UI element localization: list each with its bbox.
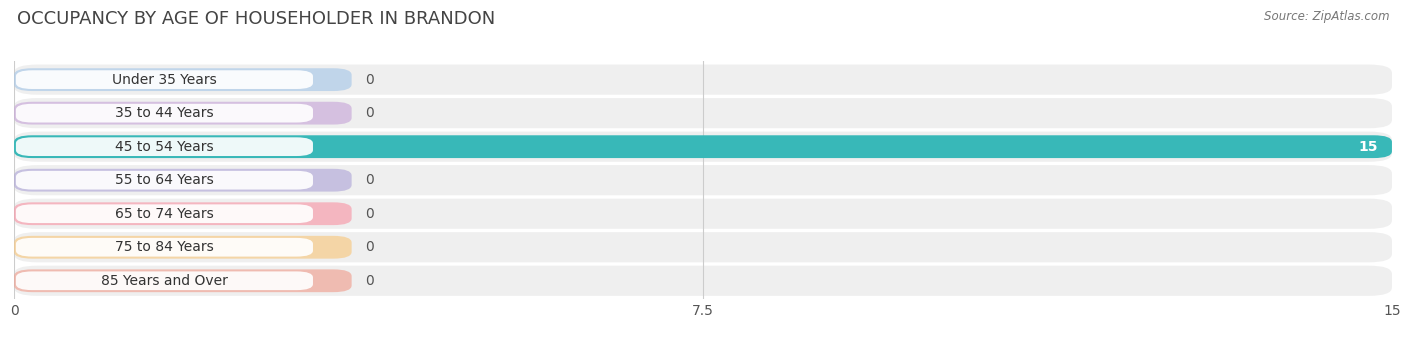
Text: 0: 0 <box>366 106 374 120</box>
Text: 0: 0 <box>366 240 374 254</box>
FancyBboxPatch shape <box>15 204 314 223</box>
FancyBboxPatch shape <box>14 169 352 192</box>
Text: 15: 15 <box>1358 140 1378 154</box>
FancyBboxPatch shape <box>14 102 352 124</box>
FancyBboxPatch shape <box>14 269 352 292</box>
FancyBboxPatch shape <box>14 98 1392 128</box>
Text: 0: 0 <box>366 73 374 87</box>
FancyBboxPatch shape <box>14 199 1392 229</box>
Text: 65 to 74 Years: 65 to 74 Years <box>115 207 214 221</box>
FancyBboxPatch shape <box>14 68 352 91</box>
FancyBboxPatch shape <box>15 137 314 156</box>
FancyBboxPatch shape <box>14 165 1392 195</box>
FancyBboxPatch shape <box>14 65 1392 95</box>
FancyBboxPatch shape <box>15 70 314 89</box>
Text: 0: 0 <box>366 207 374 221</box>
Text: 0: 0 <box>366 173 374 187</box>
FancyBboxPatch shape <box>15 271 314 290</box>
FancyBboxPatch shape <box>14 266 1392 296</box>
FancyBboxPatch shape <box>15 104 314 122</box>
Text: OCCUPANCY BY AGE OF HOUSEHOLDER IN BRANDON: OCCUPANCY BY AGE OF HOUSEHOLDER IN BRAND… <box>17 10 495 28</box>
Text: Under 35 Years: Under 35 Years <box>112 73 217 87</box>
Text: 0: 0 <box>366 274 374 288</box>
FancyBboxPatch shape <box>14 236 352 259</box>
Text: 85 Years and Over: 85 Years and Over <box>101 274 228 288</box>
FancyBboxPatch shape <box>14 132 1392 162</box>
Text: 55 to 64 Years: 55 to 64 Years <box>115 173 214 187</box>
FancyBboxPatch shape <box>14 232 1392 262</box>
FancyBboxPatch shape <box>14 202 352 225</box>
FancyBboxPatch shape <box>15 171 314 189</box>
Text: Source: ZipAtlas.com: Source: ZipAtlas.com <box>1264 10 1389 23</box>
FancyBboxPatch shape <box>14 135 1392 158</box>
Text: 35 to 44 Years: 35 to 44 Years <box>115 106 214 120</box>
Text: 75 to 84 Years: 75 to 84 Years <box>115 240 214 254</box>
Text: 45 to 54 Years: 45 to 54 Years <box>115 140 214 154</box>
FancyBboxPatch shape <box>15 238 314 257</box>
